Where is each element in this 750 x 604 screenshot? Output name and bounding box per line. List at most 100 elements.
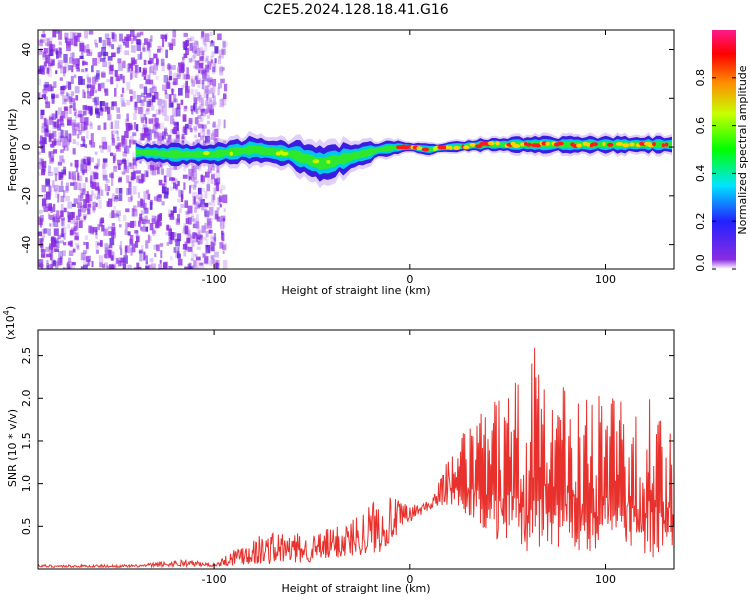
noise-cell <box>148 129 154 134</box>
noise-cell <box>102 169 107 179</box>
noise-cell <box>150 165 155 171</box>
noise-cell <box>58 258 63 265</box>
noise-cell <box>177 258 183 266</box>
noise-cell <box>80 68 84 73</box>
noise-cell <box>207 79 211 87</box>
noise-cell <box>176 233 182 242</box>
noise-cell <box>146 189 149 194</box>
noise-cell <box>83 121 88 131</box>
noise-cell <box>213 137 217 142</box>
noise-cell <box>158 109 162 115</box>
noise-cell <box>192 45 197 53</box>
noise-cell <box>145 79 151 85</box>
noise-cell <box>149 57 154 64</box>
noise-cell <box>50 158 54 162</box>
noise-cell <box>136 262 140 269</box>
noise-cell <box>120 240 123 250</box>
noise-cell <box>194 191 198 199</box>
noise-cell <box>124 118 129 126</box>
noise-cell <box>172 72 178 80</box>
noise-cell <box>183 226 187 234</box>
noise-cell <box>40 109 45 115</box>
noise-cell <box>113 205 116 215</box>
noise-cell <box>200 94 203 101</box>
noise-cell <box>52 260 57 267</box>
noise-cell <box>111 226 116 232</box>
noise-cell <box>214 251 219 258</box>
noise-cell <box>164 128 168 134</box>
noise-cell <box>152 114 156 118</box>
noise-cell <box>183 182 186 190</box>
noise-cell <box>200 174 204 183</box>
noise-cell <box>114 130 118 134</box>
noise-cell <box>185 89 190 98</box>
noise-cell <box>210 178 214 184</box>
noise-cell <box>213 237 217 246</box>
noise-cell <box>185 218 189 224</box>
noise-cell <box>133 170 136 179</box>
noise-cell <box>115 75 120 82</box>
band-inner <box>135 141 673 170</box>
noise-cell <box>167 81 170 89</box>
noise-cell <box>59 135 65 143</box>
noise-cell <box>212 79 216 85</box>
noise-cell <box>194 50 197 55</box>
noise-cell <box>68 212 74 220</box>
noise-cell <box>49 156 54 164</box>
band-hotspot <box>448 145 453 150</box>
noise-cell <box>120 94 124 98</box>
noise-cell <box>139 160 142 164</box>
noise-cell <box>38 39 43 46</box>
noise-cell <box>197 204 201 209</box>
noise-cell <box>59 240 64 244</box>
noise-cell <box>89 121 92 127</box>
noise-cell <box>89 123 94 129</box>
noise-cell <box>140 226 143 231</box>
noise-cell <box>189 127 193 133</box>
noise-cell <box>217 197 222 206</box>
noise-cell <box>156 218 162 227</box>
noise-cell <box>56 50 59 59</box>
noise-cell <box>182 127 187 133</box>
noise-cell <box>205 55 209 62</box>
noise-cell <box>95 249 99 254</box>
noise-cell <box>163 262 168 269</box>
noise-cell <box>199 103 204 112</box>
noise-cell <box>199 50 205 56</box>
noise-cell <box>49 114 53 123</box>
noise-cell <box>183 42 187 48</box>
noise-cell <box>134 102 138 108</box>
noise-cell <box>92 98 97 103</box>
noise-cell <box>108 244 113 249</box>
noise-cell <box>111 138 116 146</box>
noise-cell <box>117 74 123 81</box>
noise-cell <box>108 226 112 230</box>
noise-cell <box>157 49 161 53</box>
noise-cell <box>62 66 67 74</box>
noise-cell <box>126 158 129 165</box>
noise-cell <box>155 113 158 123</box>
noise-cell <box>206 115 210 119</box>
noise-cell <box>55 30 60 34</box>
noise-cell <box>71 122 75 130</box>
noise-cell <box>50 254 54 259</box>
noise-cell <box>200 237 204 245</box>
noise-cell <box>191 42 195 47</box>
y-tick-label: 1.5 <box>20 432 33 450</box>
noise-cell <box>161 183 165 189</box>
noise-cell <box>45 54 51 64</box>
noise-cell <box>192 196 196 205</box>
noise-cell <box>88 30 94 35</box>
noise-cell <box>66 43 71 52</box>
noise-cell <box>158 179 163 186</box>
noise-cell <box>41 184 46 193</box>
spectrogram-marks <box>38 30 673 269</box>
noise-cell <box>193 103 196 110</box>
noise-cell <box>80 266 84 269</box>
noise-cell <box>66 211 69 218</box>
noise-cell <box>83 215 86 220</box>
noise-cell <box>87 91 92 99</box>
noise-cell <box>98 37 102 43</box>
noise-cell <box>160 58 165 66</box>
noise-cell <box>74 86 80 94</box>
